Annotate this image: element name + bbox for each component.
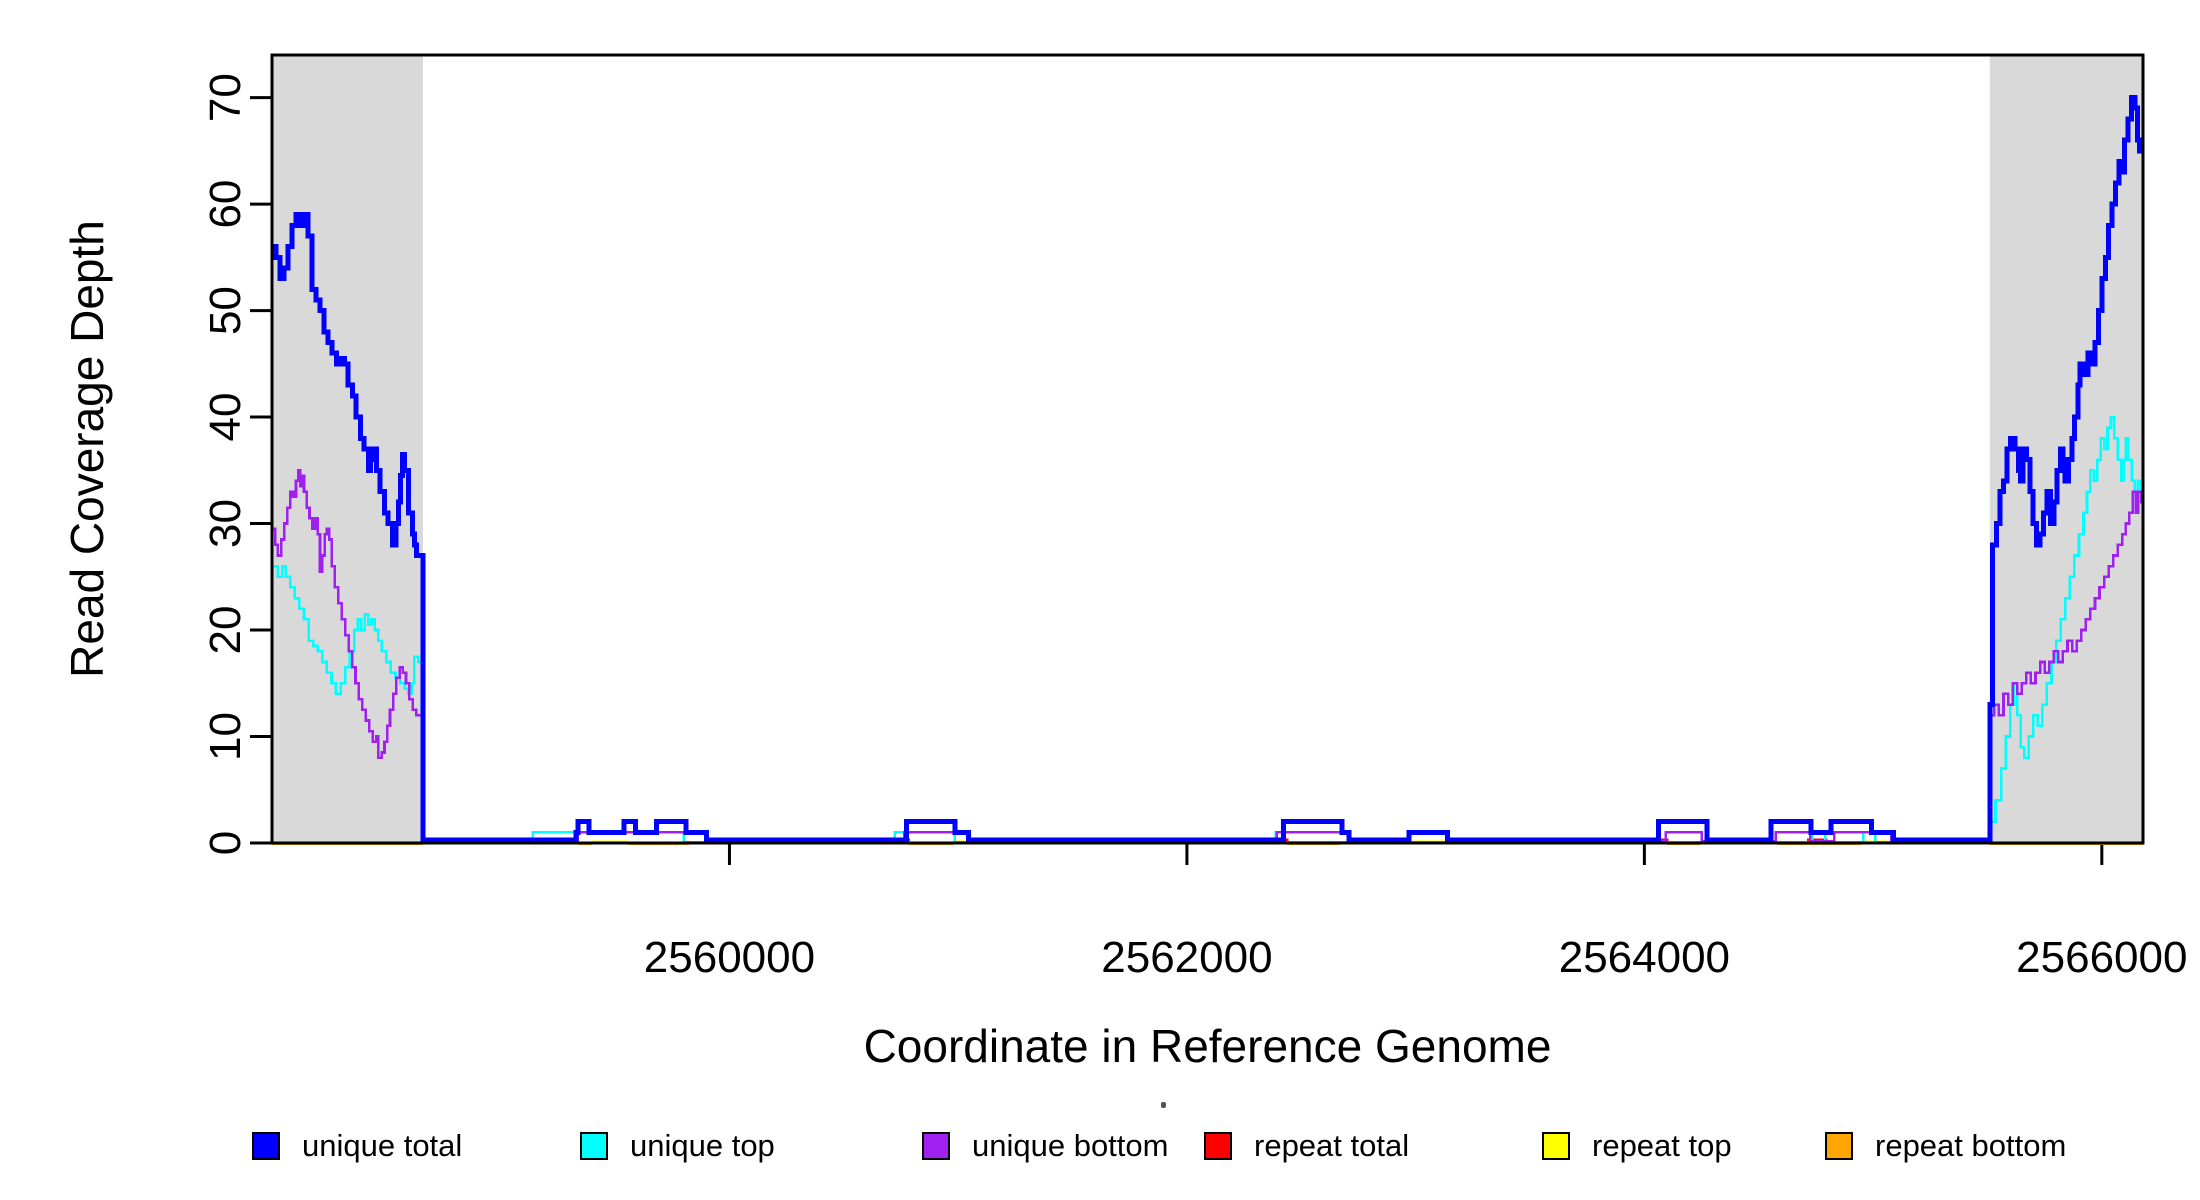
x-tick-label: 2562000 (1101, 933, 1272, 982)
legend-label: repeat total (1254, 1128, 1410, 1163)
legend-label: unique bottom (972, 1128, 1169, 1163)
unique-bottom-swatch-icon (922, 1132, 950, 1160)
unique-total-swatch-icon (252, 1132, 280, 1160)
x-tick-label: 2566000 (2016, 933, 2187, 982)
plot-box (270, 53, 2145, 845)
legend-item-unique-top: unique top (580, 1118, 775, 1174)
y-axis-title: Read Coverage Depth (61, 220, 113, 678)
unique-top-swatch-icon (580, 1132, 608, 1160)
y-tick-label: 0 (201, 831, 250, 855)
y-tick-label: 20 (201, 606, 250, 655)
y-tick-label: 40 (201, 393, 250, 442)
shaded-region-left (272, 55, 423, 843)
repeat-total-swatch-icon (1204, 1132, 1232, 1160)
x-tick-label: 2564000 (1559, 933, 1730, 982)
legend-item-unique-bottom: unique bottom (922, 1118, 1168, 1174)
y-tick-label: 60 (201, 180, 250, 229)
y-tick-label: 30 (201, 499, 250, 548)
stray-mark (1161, 1102, 1166, 1108)
x-axis-title: Coordinate in Reference Genome (864, 1020, 1552, 1072)
y-tick-label: 70 (201, 73, 250, 122)
y-tick-label: 50 (201, 286, 250, 335)
legend-label: repeat bottom (1875, 1128, 2067, 1163)
legend-item-repeat-bottom: repeat bottom (1825, 1118, 2066, 1174)
legend-item-unique-total: unique total (252, 1118, 462, 1174)
y-tick-label: 10 (201, 712, 250, 761)
x-tick-label: 2560000 (644, 933, 815, 982)
repeat-bottom-swatch-icon (1825, 1132, 1853, 1160)
legend-label: repeat top (1592, 1128, 1732, 1163)
legend: unique total unique top unique bottom re… (0, 1118, 2200, 1178)
legend-item-repeat-top: repeat top (1542, 1118, 1732, 1174)
legend-label: unique top (630, 1128, 775, 1163)
legend-label: unique total (302, 1128, 463, 1163)
legend-item-repeat-total: repeat total (1204, 1118, 1409, 1174)
repeat-top-swatch-icon (1542, 1132, 1570, 1160)
series-unique-total-line (272, 95, 2143, 843)
